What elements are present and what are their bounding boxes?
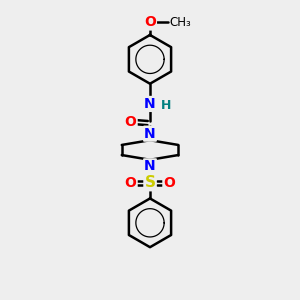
Text: O: O bbox=[125, 115, 136, 129]
Text: H: H bbox=[161, 99, 172, 112]
Text: O: O bbox=[164, 176, 175, 190]
Text: CH₃: CH₃ bbox=[169, 16, 191, 29]
Text: O: O bbox=[125, 176, 136, 190]
Text: S: S bbox=[145, 175, 155, 190]
Text: N: N bbox=[144, 159, 156, 173]
Text: N: N bbox=[144, 97, 156, 111]
Text: N: N bbox=[144, 127, 156, 141]
Text: O: O bbox=[144, 16, 156, 29]
